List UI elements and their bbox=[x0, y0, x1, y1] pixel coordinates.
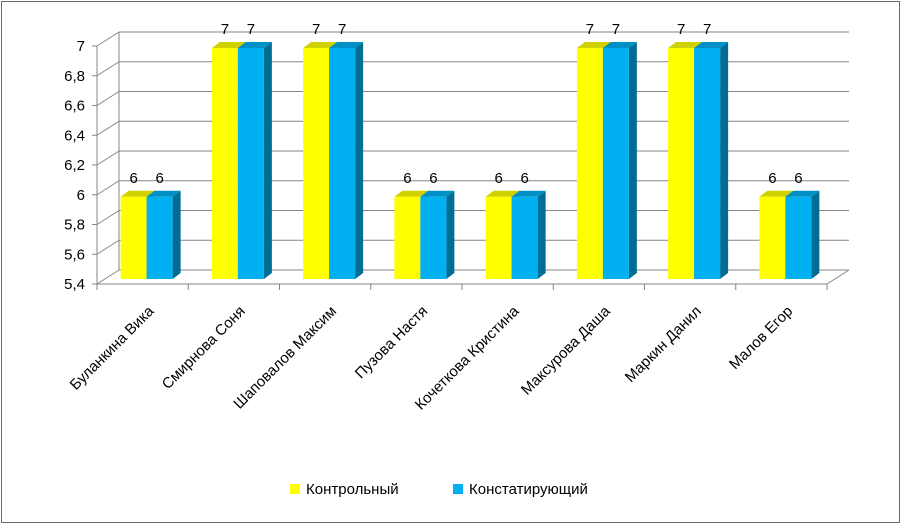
legend-label: Констатирующий bbox=[469, 481, 588, 498]
data-label: 6 bbox=[129, 170, 137, 187]
bars-group: 6 6 Буланкина Вика 7 7 Смирнова Соня 7 7 Шаповал… bbox=[67, 21, 820, 413]
bar-top bbox=[120, 190, 155, 197]
legend-label: Контрольный bbox=[306, 481, 399, 498]
bar-side bbox=[446, 190, 455, 279]
gridline-side bbox=[96, 269, 120, 285]
data-label: 7 bbox=[677, 21, 685, 38]
data-label: 7 bbox=[586, 21, 594, 38]
data-label: 6 bbox=[794, 170, 802, 187]
bar-side bbox=[628, 42, 637, 279]
bar-side bbox=[172, 190, 181, 279]
bar bbox=[420, 196, 447, 279]
bar bbox=[485, 196, 512, 279]
bar-top bbox=[511, 190, 546, 197]
bar bbox=[694, 48, 721, 279]
y-tick-label: 6,8 bbox=[64, 68, 85, 85]
legend-swatch bbox=[290, 484, 300, 494]
y-tick-label: 6,6 bbox=[64, 98, 85, 115]
x-tick-label: Максурова Даша bbox=[518, 302, 614, 398]
bar bbox=[394, 196, 421, 279]
y-tick-label: 7 bbox=[77, 38, 85, 55]
data-label: 6 bbox=[403, 170, 411, 187]
bar-top bbox=[303, 42, 338, 48]
data-label: 6 bbox=[520, 170, 528, 187]
x-tick-label: Пузова Настя bbox=[352, 303, 431, 382]
x-tick-label: Смирнова Соня bbox=[159, 303, 249, 393]
bar-top bbox=[394, 190, 429, 197]
y-tick-label: 6,2 bbox=[64, 157, 85, 174]
bar-side bbox=[355, 42, 364, 279]
bar bbox=[576, 48, 603, 279]
bar-top bbox=[146, 190, 181, 197]
bar bbox=[211, 48, 238, 279]
bar bbox=[146, 196, 173, 279]
legend-swatch bbox=[453, 484, 463, 494]
gridline-side bbox=[96, 239, 120, 255]
bar bbox=[668, 48, 695, 279]
x-tick-label: Буланкина Вика bbox=[67, 302, 158, 393]
axes-group: 5,4 5,6 5,8 6 6,2 6,4 6,6 6,8 7 bbox=[64, 31, 850, 293]
gridline-side bbox=[96, 180, 120, 196]
bar-top bbox=[759, 190, 794, 197]
bar-top bbox=[211, 42, 246, 48]
gridline-side bbox=[96, 31, 120, 47]
data-label: 7 bbox=[247, 21, 255, 38]
bar-top bbox=[420, 190, 455, 197]
y-tick-label: 6,4 bbox=[64, 127, 85, 144]
y-tick-label: 5,6 bbox=[64, 246, 85, 263]
y-tick-label: 5,4 bbox=[64, 276, 85, 293]
bar bbox=[759, 196, 786, 279]
bar-top bbox=[668, 42, 703, 48]
bar-top bbox=[694, 42, 729, 48]
bar bbox=[511, 196, 538, 279]
bar bbox=[120, 196, 147, 279]
legend: Контрольный Констатирующий bbox=[290, 481, 588, 498]
data-label: 7 bbox=[221, 21, 229, 38]
bar-top bbox=[329, 42, 364, 48]
bar bbox=[329, 48, 356, 279]
bar-top bbox=[576, 42, 611, 48]
gridline-side bbox=[96, 210, 120, 225]
floor-right-edge bbox=[826, 269, 850, 285]
bar-top bbox=[602, 42, 637, 48]
data-label: 7 bbox=[612, 21, 620, 38]
bar bbox=[237, 48, 264, 279]
x-tick-label: Кочеткова Кристина bbox=[412, 302, 523, 413]
data-label: 7 bbox=[703, 21, 711, 38]
y-tick-label: 5,8 bbox=[64, 217, 85, 234]
bar-side bbox=[720, 42, 729, 279]
gridline-side bbox=[96, 150, 120, 166]
data-label: 7 bbox=[338, 21, 346, 38]
data-label: 6 bbox=[429, 170, 437, 187]
bar-top bbox=[485, 190, 520, 197]
data-label: 6 bbox=[494, 170, 502, 187]
x-tick-label: Маркин Данил bbox=[622, 303, 705, 386]
data-label: 6 bbox=[768, 170, 776, 187]
bar-top bbox=[237, 42, 272, 48]
gridline-side bbox=[96, 120, 120, 136]
bar bbox=[303, 48, 330, 279]
bar-side bbox=[537, 190, 546, 279]
x-tick-label: Шаповалов Максим bbox=[230, 303, 340, 413]
x-tick-label: Малов Егор bbox=[726, 303, 796, 373]
data-label: 7 bbox=[312, 21, 320, 38]
bar-side bbox=[263, 42, 272, 279]
gridline-side bbox=[96, 91, 120, 106]
bar bbox=[602, 48, 629, 279]
bar bbox=[785, 196, 812, 279]
bar-top bbox=[785, 190, 820, 197]
y-tick-label: 6 bbox=[77, 187, 85, 204]
gridline-side bbox=[96, 61, 120, 77]
bar-side bbox=[811, 190, 820, 279]
data-label: 6 bbox=[155, 170, 163, 187]
